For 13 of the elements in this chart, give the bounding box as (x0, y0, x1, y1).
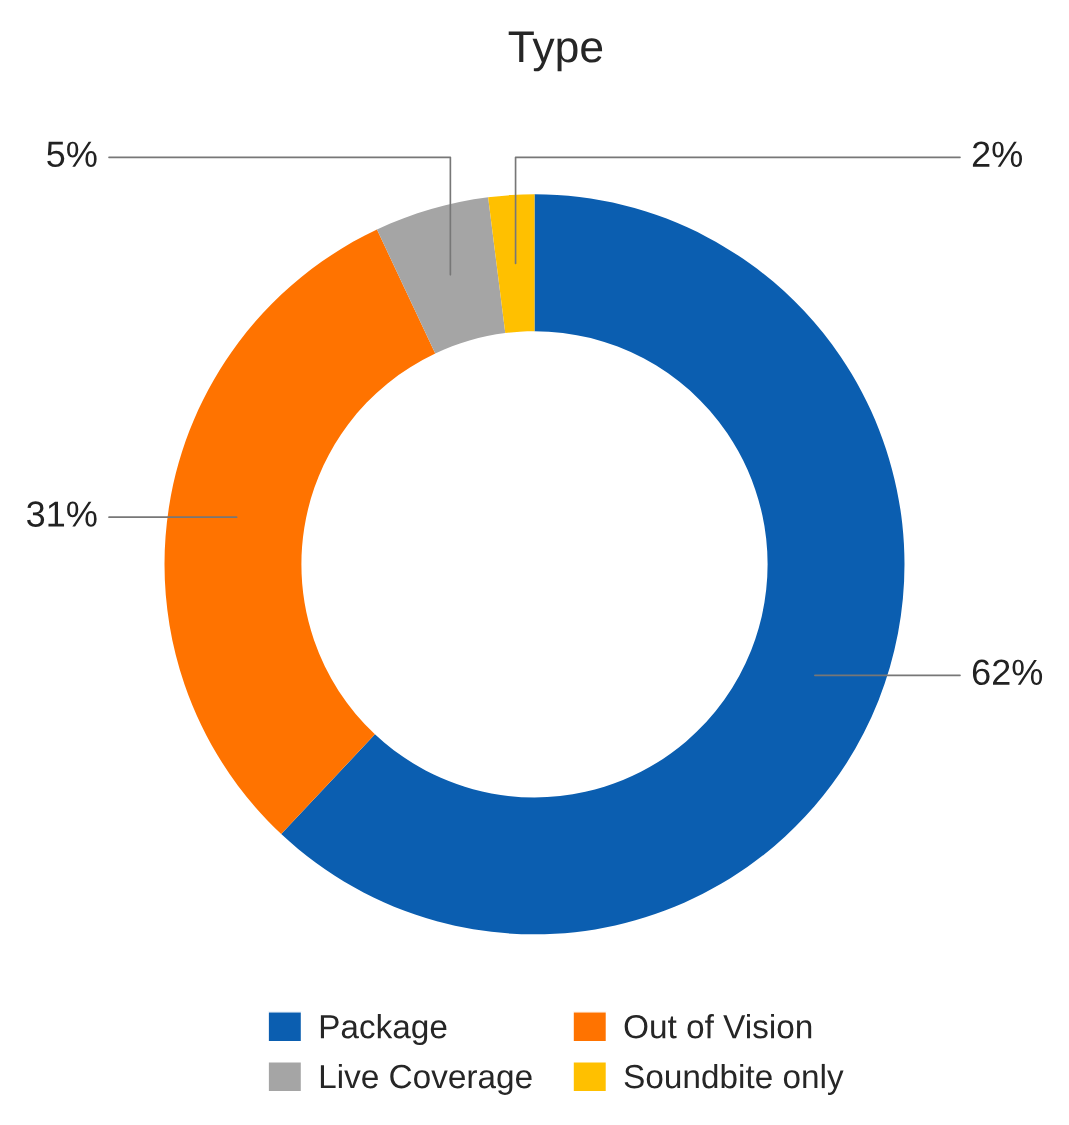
data-label: 5% (47, 141, 97, 168)
data-label: 31% (27, 501, 97, 527)
legend-label: Soundbite only (624, 1063, 844, 1095)
donut-slice (488, 194, 535, 334)
donut-slice (164, 229, 436, 835)
donut-slice (376, 197, 506, 354)
legend-label: Live Coverage (320, 1063, 532, 1095)
legend-label: Out of Vision (624, 1014, 812, 1039)
data-label: 2% (972, 141, 1023, 167)
chart-title: Type (508, 31, 603, 72)
donut-slice (281, 194, 905, 935)
data-label: 62% (972, 659, 1043, 686)
legend-label: Package (320, 1014, 447, 1046)
